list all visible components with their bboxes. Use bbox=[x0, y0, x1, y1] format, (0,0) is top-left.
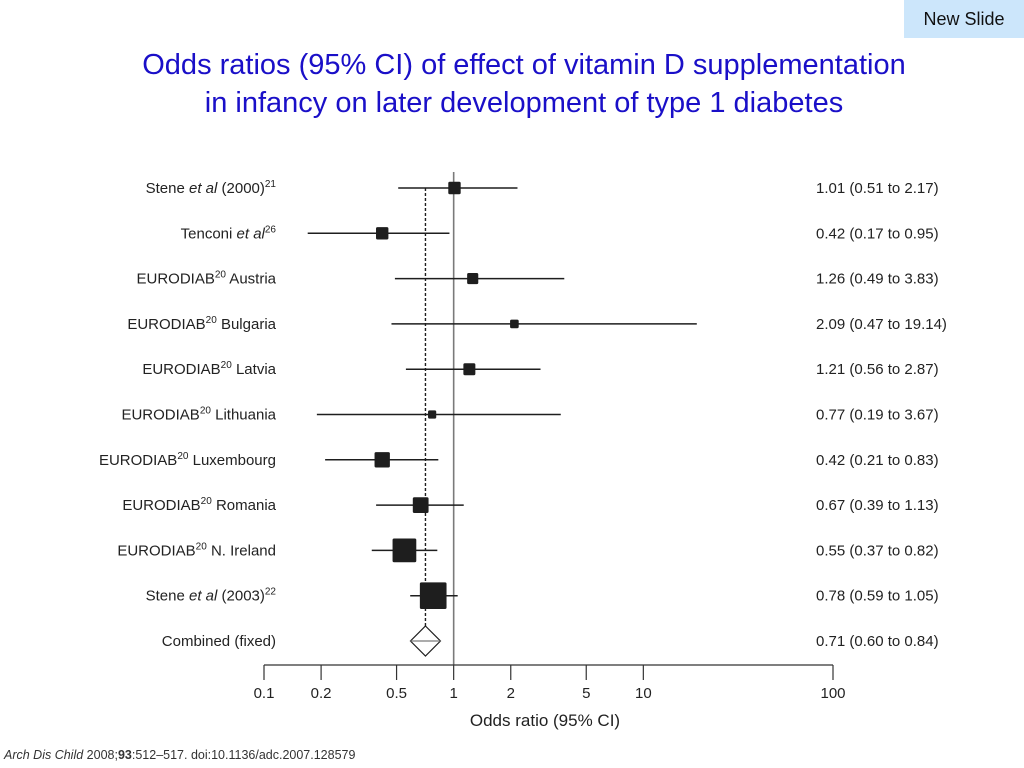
x-tick-label: 0.5 bbox=[386, 685, 407, 702]
study-row: Stene et al (2000)21 1.01 (0.51 to 2.17) bbox=[146, 179, 939, 197]
study-country: Latvia bbox=[232, 361, 277, 378]
reference-superscript: 20 bbox=[200, 406, 212, 417]
reference-superscript: 21 bbox=[265, 179, 277, 190]
study-label: EURODIAB20 Latvia bbox=[142, 360, 276, 378]
study-row: Stene et al (2003)22 0.78 (0.59 to 1.05) bbox=[146, 582, 939, 610]
citation-year: 2008; bbox=[83, 748, 118, 762]
study-row: EURODIAB20 Bulgaria 2.09 (0.47 to 19.14) bbox=[127, 315, 947, 333]
citation-volume: 93 bbox=[117, 748, 132, 762]
point-estimate-square bbox=[428, 410, 437, 419]
study-label: EURODIAB20 Austria bbox=[136, 270, 276, 288]
study-label: Tenconi et al26 bbox=[181, 224, 277, 242]
point-estimate-square bbox=[510, 319, 519, 329]
x-tick-label: 5 bbox=[582, 685, 590, 702]
new-slide-badge[interactable]: New Slide bbox=[904, 0, 1024, 38]
study-country: Lithuania bbox=[211, 407, 277, 424]
study-name: EURODIAB bbox=[99, 452, 177, 469]
study-name: Tenconi bbox=[181, 225, 233, 242]
et-al: et al bbox=[232, 225, 265, 242]
x-axis: 0.1 0.2 0.5 1 2 5 10 100 bbox=[254, 664, 846, 702]
study-country: Austria bbox=[226, 271, 277, 288]
study-row: EURODIAB20 Austria 1.26 (0.49 to 3.83) bbox=[136, 270, 938, 288]
reference-superscript: 20 bbox=[196, 541, 208, 552]
study-name: EURODIAB bbox=[136, 271, 214, 288]
citation-pages-doi: :512–517. doi:10.1136/adc.2007.128579 bbox=[131, 748, 356, 762]
or-ci-value: 0.42 (0.21 to 0.83) bbox=[816, 452, 939, 469]
or-ci-value: 0.77 (0.19 to 3.67) bbox=[816, 407, 939, 424]
x-tick-label: 0.2 bbox=[311, 685, 332, 702]
study-row: EURODIAB20 Latvia 1.21 (0.56 to 2.87) bbox=[142, 360, 938, 378]
title-line-1: Odds ratios (95% CI) of effect of vitami… bbox=[142, 49, 906, 81]
study-label: EURODIAB20 N. Ireland bbox=[117, 541, 276, 559]
point-estimate-square bbox=[467, 273, 479, 285]
reference-lines bbox=[424, 172, 455, 665]
or-ci-value: 1.26 (0.49 to 3.83) bbox=[816, 271, 939, 288]
study-country: Romania bbox=[212, 497, 277, 514]
combined-or-ci-value: 0.71 (0.60 to 0.84) bbox=[816, 633, 939, 650]
study-label: EURODIAB20 Romania bbox=[122, 496, 276, 514]
point-estimate-square bbox=[392, 538, 417, 563]
study-row: Tenconi et al26 0.42 (0.17 to 0.95) bbox=[181, 224, 939, 242]
study-label: Stene et al (2003)22 bbox=[146, 587, 277, 605]
reference-superscript: 20 bbox=[221, 360, 233, 371]
reference-superscript: 20 bbox=[215, 270, 227, 281]
x-tick-label: 0.1 bbox=[254, 685, 275, 702]
x-tick-label: 1 bbox=[449, 685, 457, 702]
citation-journal: Arch Dis Child bbox=[4, 748, 84, 762]
study-label: EURODIAB20 Luxembourg bbox=[99, 451, 276, 469]
or-ci-value: 1.01 (0.51 to 2.17) bbox=[816, 180, 939, 197]
reference-superscript: 20 bbox=[201, 496, 213, 507]
reference-superscript: 20 bbox=[206, 315, 218, 326]
slide-title: Odds ratios (95% CI) of effect of vitami… bbox=[0, 46, 1024, 122]
et-al: et al bbox=[185, 588, 218, 605]
citation: Arch Dis Child 2008;93:512–517. doi:10.1… bbox=[4, 748, 355, 762]
study-name: Stene bbox=[146, 588, 185, 605]
study-label: EURODIAB20 Lithuania bbox=[121, 406, 276, 424]
study-name: EURODIAB bbox=[121, 407, 199, 424]
point-estimate-square bbox=[463, 363, 476, 376]
title-line-2: in infancy on later development of type … bbox=[204, 87, 844, 119]
reference-superscript: 26 bbox=[265, 224, 277, 235]
reference-superscript: 22 bbox=[265, 587, 277, 598]
study-row: EURODIAB20 Lithuania 0.77 (0.19 to 3.67) bbox=[121, 406, 938, 424]
study-label: EURODIAB20 Bulgaria bbox=[127, 315, 276, 333]
or-ci-value: 2.09 (0.47 to 19.14) bbox=[816, 316, 947, 333]
or-ci-value: 0.55 (0.37 to 0.82) bbox=[816, 542, 939, 559]
study-country: Luxembourg bbox=[188, 452, 276, 469]
study-rows: Stene et al (2000)21 1.01 (0.51 to 2.17) T… bbox=[99, 179, 947, 657]
study-label: Stene et al (2000)21 bbox=[146, 179, 277, 197]
study-country: Bulgaria bbox=[217, 316, 277, 333]
point-estimate-square bbox=[412, 497, 429, 513]
study-row: EURODIAB20 Luxembourg 0.42 (0.21 to 0.83) bbox=[99, 451, 939, 469]
study-row: EURODIAB20 Romania 0.67 (0.39 to 1.13) bbox=[122, 496, 938, 514]
study-year: (2000) bbox=[217, 180, 265, 197]
combined-row: Combined (fixed) 0.71 (0.60 to 0.84) bbox=[162, 625, 939, 657]
study-name: EURODIAB bbox=[122, 497, 200, 514]
point-estimate-square bbox=[419, 582, 447, 610]
point-estimate-square bbox=[374, 452, 390, 468]
combined-label: Combined (fixed) bbox=[162, 633, 276, 650]
or-ci-value: 0.67 (0.39 to 1.13) bbox=[816, 497, 939, 514]
or-ci-value: 0.42 (0.17 to 0.95) bbox=[816, 225, 939, 242]
x-tick-label: 100 bbox=[820, 685, 845, 702]
study-name: EURODIAB bbox=[117, 542, 195, 559]
study-name: EURODIAB bbox=[142, 361, 220, 378]
point-estimate-square bbox=[448, 181, 461, 195]
or-ci-value: 1.21 (0.56 to 2.87) bbox=[816, 361, 939, 378]
point-estimate-square bbox=[376, 227, 389, 240]
study-country: N. Ireland bbox=[207, 542, 276, 559]
x-tick-label: 2 bbox=[507, 685, 515, 702]
or-ci-value: 0.78 (0.59 to 1.05) bbox=[816, 588, 939, 605]
study-name: Stene bbox=[146, 180, 185, 197]
x-axis-title: Odds ratio (95% CI) bbox=[470, 711, 620, 730]
x-tick-label: 10 bbox=[635, 685, 652, 702]
study-year: (2003) bbox=[217, 588, 265, 605]
reference-superscript: 20 bbox=[177, 451, 189, 462]
et-al: et al bbox=[185, 180, 218, 197]
study-row: EURODIAB20 N. Ireland 0.55 (0.37 to 0.82) bbox=[117, 538, 939, 563]
study-name: EURODIAB bbox=[127, 316, 205, 333]
